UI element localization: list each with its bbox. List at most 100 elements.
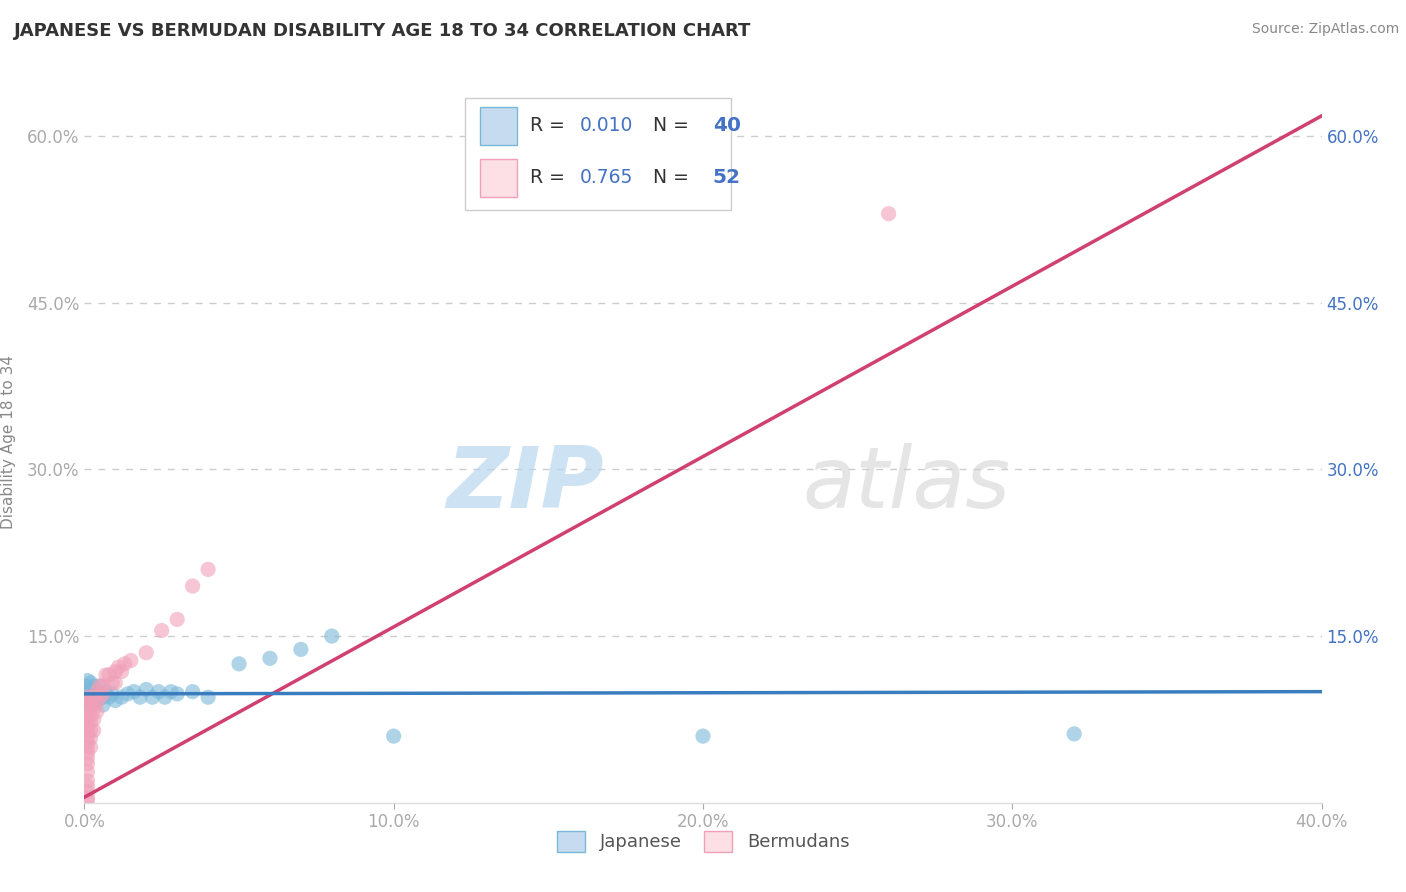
Point xyxy=(76,756,98,771)
Point xyxy=(110,690,132,705)
Point xyxy=(79,740,101,755)
Point xyxy=(89,679,111,693)
Point xyxy=(79,675,101,690)
Point xyxy=(83,679,105,693)
Point xyxy=(86,693,108,707)
Point xyxy=(114,657,136,671)
Point xyxy=(692,729,714,743)
Point xyxy=(76,794,98,808)
Point xyxy=(83,713,105,727)
Point xyxy=(76,729,98,743)
Text: 0.010: 0.010 xyxy=(579,116,633,136)
Point xyxy=(259,651,281,665)
Text: 52: 52 xyxy=(713,169,741,187)
Point xyxy=(166,687,188,701)
FancyBboxPatch shape xyxy=(481,107,517,145)
Point xyxy=(79,701,101,715)
Point xyxy=(122,684,145,698)
Point xyxy=(76,751,98,765)
Point xyxy=(98,668,121,682)
Point xyxy=(83,687,105,701)
Point xyxy=(83,690,105,705)
Point xyxy=(197,562,219,576)
Point xyxy=(76,773,98,788)
Text: JAPANESE VS BERMUDAN DISABILITY AGE 18 TO 34 CORRELATION CHART: JAPANESE VS BERMUDAN DISABILITY AGE 18 T… xyxy=(14,22,751,40)
Point xyxy=(94,684,117,698)
Point xyxy=(150,624,173,638)
Point xyxy=(76,746,98,760)
Point xyxy=(181,684,204,698)
Point xyxy=(181,579,204,593)
Point xyxy=(91,698,114,712)
Text: N =: N = xyxy=(641,116,695,136)
Text: ZIP: ZIP xyxy=(446,443,605,526)
Legend: Japanese, Bermudans: Japanese, Bermudans xyxy=(550,823,856,859)
Point xyxy=(1063,727,1085,741)
Point xyxy=(94,668,117,682)
Point xyxy=(76,785,98,799)
Point xyxy=(877,207,900,221)
Point xyxy=(148,684,170,698)
Text: N =: N = xyxy=(641,169,695,187)
Point xyxy=(89,687,111,701)
Point xyxy=(83,723,105,738)
Point xyxy=(79,682,101,697)
Point xyxy=(135,682,157,697)
Point xyxy=(76,693,98,707)
Point xyxy=(79,731,101,746)
Point xyxy=(91,687,114,701)
Point xyxy=(79,715,101,730)
Point xyxy=(197,690,219,705)
Point xyxy=(101,675,124,690)
Point xyxy=(86,684,108,698)
Text: 0.765: 0.765 xyxy=(579,169,633,187)
Point xyxy=(166,612,188,626)
Point xyxy=(129,690,152,705)
Point xyxy=(321,629,343,643)
Point xyxy=(98,690,121,705)
Point xyxy=(83,701,105,715)
Point xyxy=(135,646,157,660)
Point xyxy=(104,665,127,679)
Point xyxy=(76,779,98,793)
Point xyxy=(120,653,142,667)
Point xyxy=(160,684,183,698)
FancyBboxPatch shape xyxy=(481,159,517,196)
Point xyxy=(290,642,312,657)
Point xyxy=(91,679,114,693)
Text: R =: R = xyxy=(530,169,571,187)
Point xyxy=(107,660,129,674)
Point xyxy=(91,690,114,705)
Point xyxy=(83,696,105,710)
Point xyxy=(79,723,101,738)
Point xyxy=(76,706,98,721)
Point xyxy=(76,696,98,710)
Text: R =: R = xyxy=(530,116,571,136)
Point xyxy=(76,687,98,701)
Point xyxy=(76,764,98,779)
Point xyxy=(89,690,111,705)
Point xyxy=(76,790,98,805)
Point xyxy=(79,690,101,705)
Point xyxy=(153,690,176,705)
Point xyxy=(117,687,139,701)
Point xyxy=(76,713,98,727)
Point xyxy=(76,723,98,738)
Point xyxy=(86,696,108,710)
Point xyxy=(141,690,163,705)
FancyBboxPatch shape xyxy=(465,98,731,211)
Point xyxy=(79,709,101,723)
Y-axis label: Disability Age 18 to 34: Disability Age 18 to 34 xyxy=(1,354,15,529)
Point xyxy=(76,734,98,748)
Point xyxy=(76,701,98,715)
Point xyxy=(76,690,98,705)
Point xyxy=(104,675,127,690)
Point xyxy=(104,693,127,707)
Point xyxy=(228,657,250,671)
Text: atlas: atlas xyxy=(801,443,1010,526)
Point xyxy=(79,698,101,712)
Point xyxy=(86,684,108,698)
Point xyxy=(76,718,98,732)
Point xyxy=(110,665,132,679)
Text: Source: ZipAtlas.com: Source: ZipAtlas.com xyxy=(1251,22,1399,37)
